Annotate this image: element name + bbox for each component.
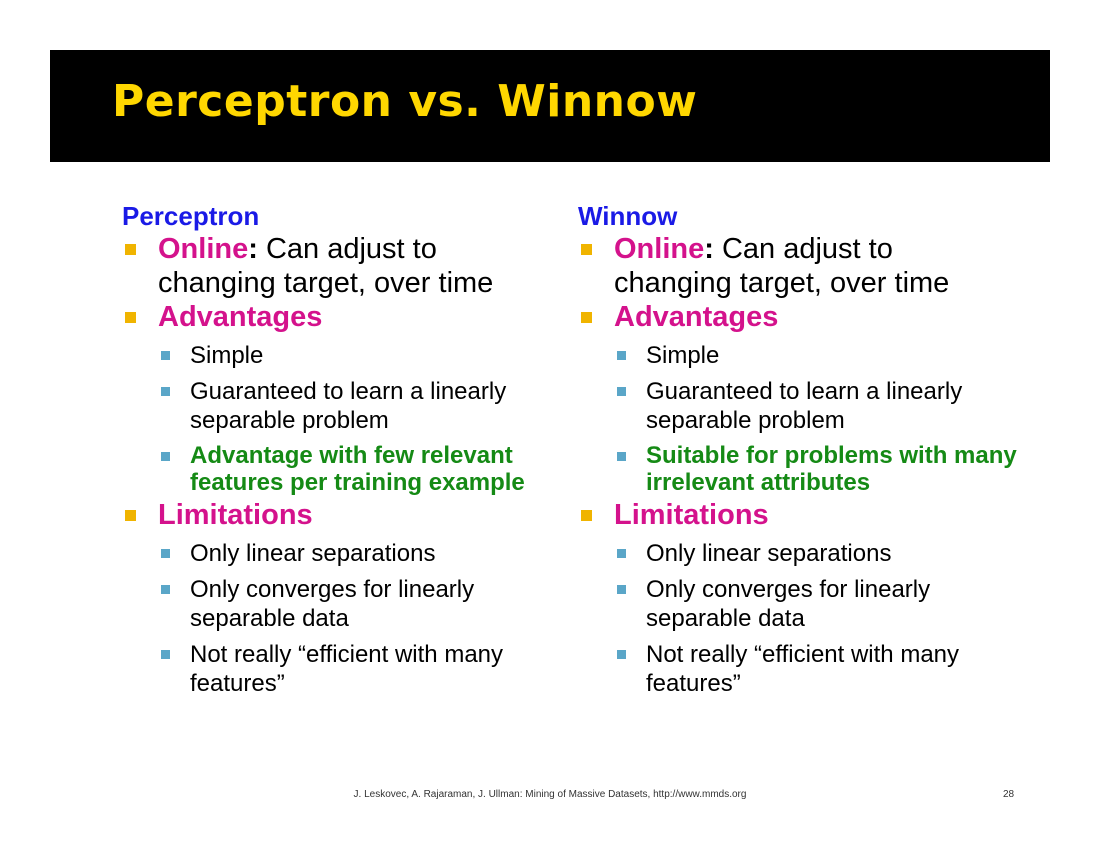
- keyword-advantages: Advantages: [158, 301, 323, 333]
- online-text: Can adjust to changing target, over time: [158, 233, 494, 299]
- bullet-advantages: Advantages Simple Guaranteed to learn a …: [578, 300, 1018, 496]
- title-bar: [50, 50, 1050, 162]
- bullet-limitations: Limitations Only linear separations Only…: [578, 498, 1018, 698]
- column-heading: Winnow: [578, 201, 678, 231]
- limitations-list: Only linear separations Only converges f…: [614, 539, 1018, 698]
- bullet-online: Online: Can adjust to changing target, o…: [578, 232, 1018, 300]
- sub-bullet: Simple: [158, 341, 542, 370]
- online-text: Can adjust to changing target, over time: [614, 233, 950, 299]
- bullet-list: Online: Can adjust to changing target, o…: [122, 232, 542, 698]
- colon: :: [704, 233, 714, 265]
- column-heading: Perceptron: [122, 201, 260, 231]
- sub-bullet: Only converges for linearly separable da…: [158, 575, 542, 633]
- slide-title: Perceptron vs. Winnow: [112, 76, 698, 127]
- sub-bullet: Not really “efficient with many features…: [158, 640, 542, 698]
- limitations-list: Only linear separations Only converges f…: [158, 539, 542, 698]
- keyword-online: Online: [158, 233, 249, 265]
- perceptron-column: Perceptron Online: Can adjust to changin…: [122, 200, 542, 698]
- bullet-list: Online: Can adjust to changing target, o…: [578, 232, 1018, 698]
- sub-bullet: Simple: [614, 341, 1018, 370]
- bullet-advantages: Advantages Simple Guaranteed to learn a …: [122, 300, 542, 496]
- keyword-advantages: Advantages: [614, 301, 779, 333]
- sub-bullet: Guaranteed to learn a linearly separable…: [158, 377, 542, 435]
- sub-bullet-highlight: Advantage with few relevant features per…: [158, 442, 542, 496]
- sub-bullet: Not really “efficient with many features…: [614, 640, 1018, 698]
- colon: :: [248, 233, 258, 265]
- advantages-list: Simple Guaranteed to learn a linearly se…: [158, 341, 542, 496]
- bullet-limitations: Limitations Only linear separations Only…: [122, 498, 542, 698]
- sub-bullet: Only linear separations: [614, 539, 1018, 568]
- winnow-column: Winnow Online: Can adjust to changing ta…: [578, 200, 1018, 698]
- advantages-list: Simple Guaranteed to learn a linearly se…: [614, 341, 1018, 496]
- bullet-online: Online: Can adjust to changing target, o…: [122, 232, 542, 300]
- sub-bullet: Guaranteed to learn a linearly separable…: [614, 377, 1018, 435]
- sub-bullet: Only converges for linearly separable da…: [614, 575, 1018, 633]
- page-number: 28: [1003, 789, 1015, 800]
- sub-bullet-highlight: Suitable for problems with many irreleva…: [614, 442, 1018, 496]
- keyword-online: Online: [614, 233, 705, 265]
- keyword-limitations: Limitations: [158, 499, 313, 531]
- footer-citation: J. Leskovec, A. Rajaraman, J. Ullman: Mi…: [353, 789, 747, 800]
- keyword-limitations: Limitations: [614, 499, 769, 531]
- sub-bullet: Only linear separations: [158, 539, 542, 568]
